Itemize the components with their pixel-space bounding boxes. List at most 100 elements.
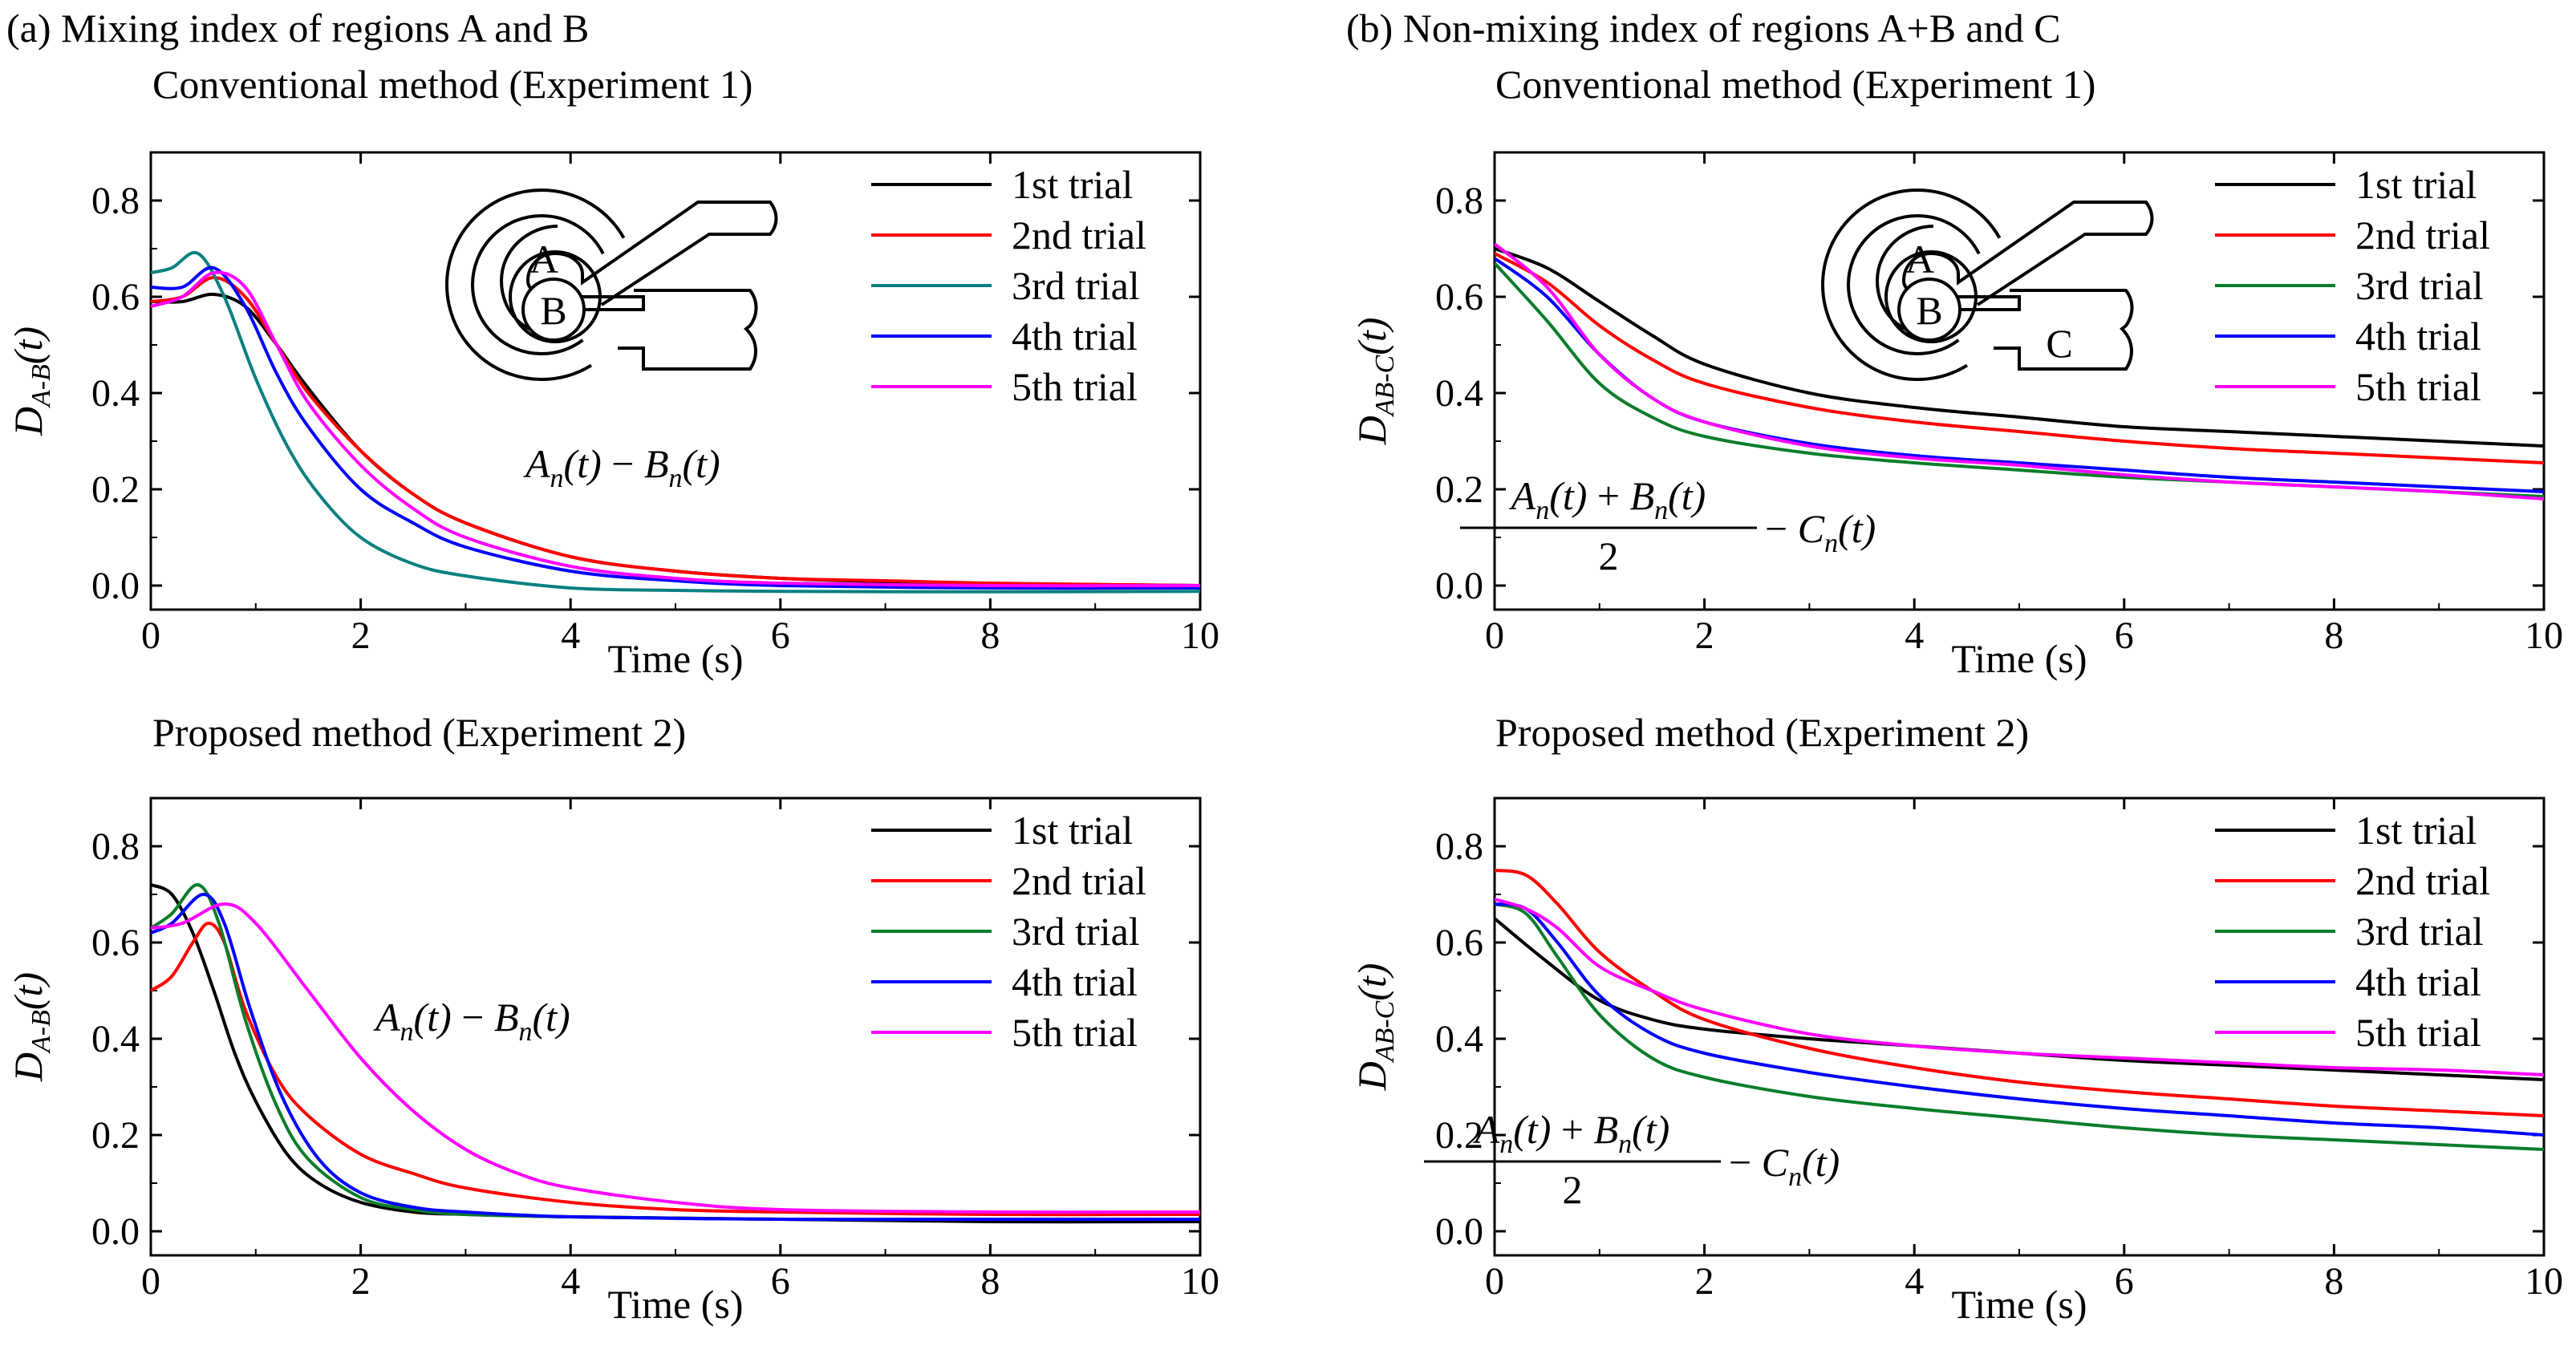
chart-b1: 0 2 4 6 8 10 0.0 0.2 0.4 0.6 0.8 Time (s) DAB-C(t) 1…: [1349, 151, 2563, 681]
chart-a1-series: [151, 250, 1200, 594]
b2-y-axis-label: DAB-C(t): [1349, 963, 1400, 1092]
a2-x-axis-label: Time (s): [607, 1282, 743, 1327]
b2-series-line-2: [1495, 869, 2544, 1117]
a1-series-line-4: [151, 266, 1200, 590]
b2-x-tick-label-2: 4: [1905, 1260, 1924, 1303]
a1-x-axis-label: Time (s): [607, 636, 743, 681]
panel-b-title: (b) Non-mixing index of regions A+B and …: [1346, 6, 2061, 51]
inset-circle-outer: [1821, 189, 2014, 381]
a1-legend-label-1: 1st trial: [1012, 162, 1133, 207]
b1-legend-label-3: 3rd trial: [2355, 263, 2484, 308]
b1-series-line-2: [1495, 252, 2544, 464]
a2-x-tick-label-2: 4: [561, 1260, 580, 1303]
b1-x-axis-label: Time (s): [1951, 636, 2087, 681]
b2-series-line-5: [1495, 898, 2544, 1076]
chart-b2-formula: An(t) + Bn(t) 2 − Cn(t): [1424, 1107, 1840, 1212]
inset-circle-b: [521, 278, 586, 342]
b2-x-tick-label-0: 0: [1485, 1260, 1504, 1303]
inset-label-c: C: [2046, 321, 2072, 366]
b2-x-tick-label-4: 8: [2324, 1260, 2343, 1303]
svg-text:− Cn(t): − Cn(t): [1765, 506, 1876, 558]
chart-a2: 0 2 4 6 8 10 0.0 0.2 0.4 0.6 0.8 Time (s) DA-B(t) 1s…: [6, 797, 1219, 1327]
svg-text:An(t) + Bn(t): An(t) + Bn(t): [1509, 473, 1706, 525]
a1-series-line-5: [151, 270, 1200, 588]
a2-series-line-4: [151, 893, 1200, 1222]
b2-legend-label-1: 1st trial: [2355, 808, 2477, 853]
inset-label-a: A: [529, 237, 558, 282]
inset-circle-a: [1884, 250, 1978, 343]
a1-series-line-3: [151, 250, 1200, 594]
b1-series-line-1: [1495, 247, 2544, 448]
b1-y-tick-label-2: 0.4: [1435, 372, 1483, 415]
chart-b2: 0 2 4 6 8 10 0.0 0.2 0.4 0.6 0.8 Time (s) DAB-C(t) 1…: [1349, 797, 2563, 1327]
chart-a1: 0 2 4 6 8 10 0.0 0.2 0.4 0.6 0.8 Time (s) DA-B(t) 1s…: [6, 151, 1219, 681]
chart-b2-axes: 0 2 4 6 8 10 0.0 0.2 0.4 0.6 0.8 Time (s) DAB-C(t): [1349, 797, 2563, 1327]
chart-a2-legend: 1st trial 2nd trial 3rd trial 4th trial 5th …: [871, 808, 1146, 1055]
chart-b2-series: [1495, 869, 2544, 1151]
b2-legend-label-3: 3rd trial: [2355, 909, 2484, 954]
a2-y-tick-label-1: 0.2: [91, 1114, 140, 1157]
a1-legend-label-4: 4th trial: [1012, 314, 1138, 359]
inset-circle-mid: [1847, 214, 1988, 355]
a1-y-tick-label-4: 0.8: [91, 180, 140, 222]
chart-a2-formula: An(t) − Bn(t): [373, 995, 570, 1047]
a1-y-tick-label-3: 0.6: [91, 276, 140, 318]
chart-b1-axes: 0 2 4 6 8 10 0.0 0.2 0.4 0.6 0.8 Time (s) DAB-C(t): [1349, 151, 2563, 681]
b1-x-tick-label-2: 4: [1905, 614, 1924, 657]
inset-vessel-lower-outlet: [618, 289, 758, 371]
b2-series-line-3: [1495, 902, 2544, 1151]
a2-series-line-5: [151, 902, 1200, 1214]
svg-text:− Cn(t): − Cn(t): [1729, 1140, 1840, 1192]
a2-y-tick-label-2: 0.4: [91, 1018, 140, 1060]
b1-y-tick-label-4: 0.8: [1435, 180, 1483, 222]
b2-y-tick-label-3: 0.6: [1435, 922, 1483, 964]
a1-y-tick-label-2: 0.4: [91, 372, 140, 415]
b1-x-tick-label-0: 0: [1485, 614, 1504, 657]
b1-x-tick-label-1: 2: [1695, 614, 1714, 657]
chart-b1-title: Conventional method (Experiment 1): [1495, 62, 2096, 107]
b2-x-axis-label: Time (s): [1951, 1282, 2087, 1327]
chart-a1-formula: An(t) − Bn(t): [523, 441, 720, 493]
chart-b1-inset: A B C: [1821, 189, 2154, 381]
a2-y-tick-label-4: 0.8: [91, 825, 140, 868]
b2-legend-label-4: 4th trial: [2355, 959, 2481, 1004]
svg-text:An(t) + Bn(t): An(t) + Bn(t): [1473, 1107, 1670, 1159]
a2-x-tick-label-0: 0: [141, 1260, 160, 1303]
chart-a2-axes: 0 2 4 6 8 10 0.0 0.2 0.4 0.6 0.8 Time (s) DA-B(t): [6, 797, 1219, 1327]
b1-y-axis-label: DAB-C(t): [1349, 318, 1400, 446]
b1-y-tick-label-1: 0.2: [1435, 468, 1483, 511]
a1-x-tick-label-2: 4: [561, 614, 580, 657]
a1-x-tick-label-0: 0: [141, 614, 160, 657]
inset-circle-mid: [471, 214, 612, 355]
b2-legend-label-2: 2nd trial: [2355, 858, 2490, 903]
chart-a1-axes: 0 2 4 6 8 10 0.0 0.2 0.4 0.6 0.8 Time (s) DA-B(t): [6, 151, 1219, 681]
chart-a2-series: [151, 883, 1200, 1224]
inset-circle-a: [509, 250, 602, 343]
b1-legend-label-2: 2nd trial: [2355, 213, 2490, 257]
inset-label-b: B: [540, 288, 566, 333]
a2-x-tick-label-3: 6: [771, 1260, 790, 1303]
chart-a1-inset: A B: [445, 189, 778, 381]
a2-x-tick-label-4: 8: [980, 1260, 1000, 1303]
b2-y-tick-label-2: 0.4: [1435, 1018, 1483, 1060]
b2-x-tick-label-1: 2: [1695, 1260, 1714, 1303]
b1-legend-label-5: 5th trial: [2355, 364, 2481, 409]
a1-x-tick-label-3: 6: [771, 614, 790, 657]
a2-x-tick-label-1: 2: [351, 1260, 371, 1303]
a2-legend-label-4: 4th trial: [1012, 959, 1138, 1004]
inset-vessel-outline: [499, 201, 778, 337]
chart-a1-legend: 1st trial 2nd trial 3rd trial 4th trial 5th …: [871, 162, 1146, 409]
a1-x-tick-label-1: 2: [351, 614, 371, 657]
a1-y-axis-label: DA-B(t): [6, 326, 56, 436]
inset-circle-outer: [445, 189, 638, 381]
a1-legend-label-3: 3rd trial: [1012, 263, 1140, 308]
panel-a-title: (a) Mixing index of regions A and B: [6, 6, 590, 51]
b1-legend-label-4: 4th trial: [2355, 314, 2481, 359]
chart-b1-formula: An(t) + Bn(t) 2 − Cn(t): [1460, 473, 1876, 578]
a1-series-line-2: [151, 276, 1200, 587]
a2-legend-label-3: 3rd trial: [1012, 909, 1140, 954]
chart-b2-title: Proposed method (Experiment 2): [1495, 710, 2030, 755]
a1-legend-label-2: 2nd trial: [1012, 213, 1146, 257]
a1-y-tick-label-1: 0.2: [91, 468, 140, 511]
inset-label-b: B: [1916, 288, 1942, 333]
